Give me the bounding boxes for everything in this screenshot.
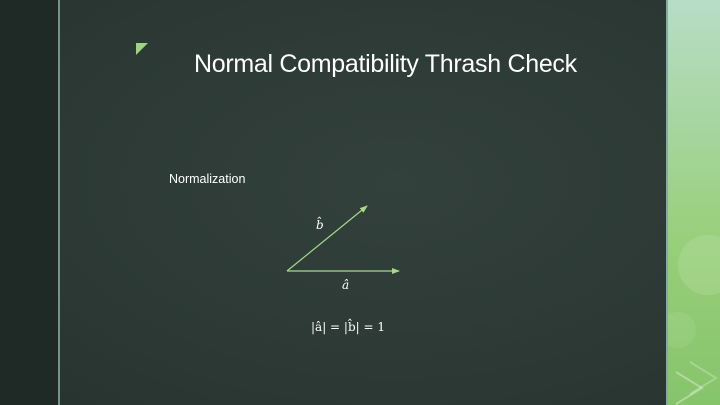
vector-a-label: â [342, 278, 350, 292]
slide-title: Normal Compatibility Thrash Check [194, 50, 577, 78]
normalization-equation: |â| = |b̂| = 1 [311, 320, 386, 334]
triangle-corner-icon [136, 43, 148, 55]
right-divider-line [666, 0, 668, 405]
section-subtitle: Normalization [169, 172, 246, 186]
vector-diagram [286, 205, 400, 274]
vector-b-label: b̂ [316, 218, 324, 232]
right-decorative-strip [660, 0, 720, 405]
left-divider-line [58, 0, 60, 405]
right-strip-decoration [660, 235, 720, 405]
vector-b-arrow [286, 205, 368, 272]
left-side-band [0, 0, 58, 405]
